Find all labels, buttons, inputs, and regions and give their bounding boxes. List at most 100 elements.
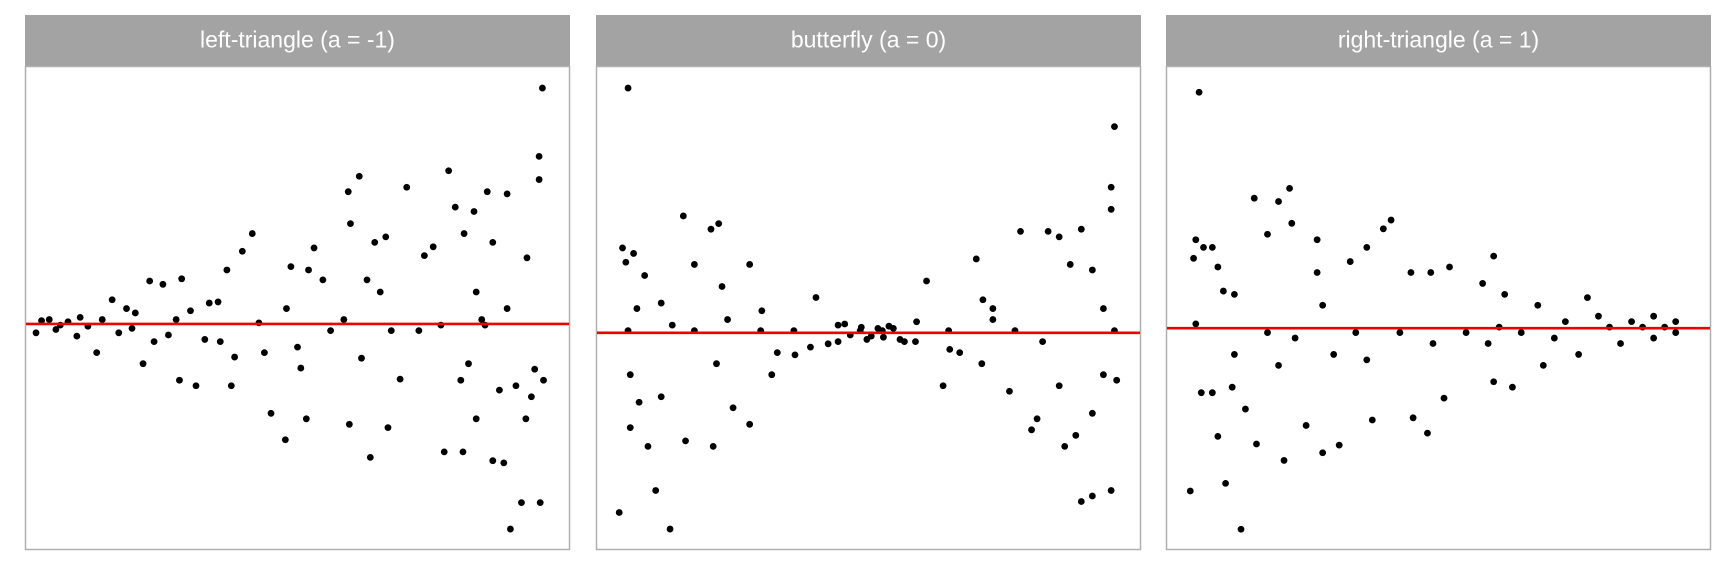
point	[1429, 340, 1437, 347]
point	[768, 371, 776, 379]
point	[1550, 334, 1558, 342]
point	[73, 332, 81, 340]
point	[32, 329, 40, 337]
point	[238, 247, 246, 255]
point	[500, 459, 508, 467]
point	[465, 360, 472, 368]
point	[440, 448, 448, 456]
point	[267, 409, 275, 417]
point	[1490, 378, 1498, 386]
point	[483, 188, 491, 196]
point	[205, 299, 213, 307]
panel	[24, 65, 571, 551]
point	[165, 331, 172, 339]
point	[178, 275, 186, 283]
point	[1484, 340, 1492, 347]
point	[231, 353, 239, 361]
point	[1197, 389, 1205, 397]
point	[415, 327, 423, 335]
point	[1650, 312, 1658, 320]
point	[946, 345, 954, 353]
point	[387, 327, 395, 335]
point	[1111, 123, 1118, 131]
point	[1100, 305, 1107, 312]
point	[384, 424, 392, 432]
point	[1250, 194, 1258, 202]
point	[652, 487, 660, 494]
point	[1061, 442, 1069, 450]
point	[503, 305, 511, 312]
point	[1033, 415, 1041, 423]
panel	[595, 65, 1142, 551]
point	[1113, 376, 1121, 384]
point	[1017, 227, 1024, 235]
point	[115, 329, 123, 337]
point	[1319, 301, 1327, 309]
point	[1088, 409, 1096, 417]
point	[146, 277, 154, 285]
point	[1490, 252, 1498, 260]
point	[128, 324, 136, 332]
point	[1264, 230, 1271, 238]
point	[281, 436, 289, 444]
point	[52, 326, 60, 333]
point	[841, 320, 849, 328]
point	[1313, 269, 1321, 276]
point	[93, 349, 101, 357]
point	[615, 509, 623, 516]
point	[1219, 287, 1227, 295]
point	[227, 382, 235, 390]
point	[622, 258, 630, 266]
point	[1192, 320, 1200, 328]
point	[1214, 263, 1222, 271]
point	[216, 338, 224, 346]
point	[347, 220, 354, 228]
point	[1222, 479, 1229, 487]
point	[1534, 301, 1542, 309]
point	[507, 525, 514, 533]
point	[1650, 334, 1658, 342]
point	[345, 420, 353, 428]
point	[713, 360, 720, 368]
point	[261, 349, 268, 357]
facet-title: right-triangle (a = 1)	[1338, 27, 1539, 53]
point	[729, 404, 737, 412]
point	[1275, 361, 1282, 369]
point	[1072, 431, 1080, 439]
point	[633, 305, 641, 312]
point	[989, 316, 997, 323]
point	[503, 190, 511, 198]
point	[472, 415, 480, 423]
point	[302, 415, 310, 423]
point	[294, 343, 301, 351]
point	[812, 294, 820, 301]
point	[1617, 340, 1624, 347]
point	[382, 233, 390, 241]
point	[223, 266, 231, 274]
point	[150, 338, 158, 346]
point	[1107, 205, 1115, 213]
point	[666, 525, 674, 533]
point	[1088, 492, 1096, 500]
point	[641, 272, 649, 279]
point	[460, 230, 468, 237]
point	[644, 442, 652, 450]
point	[1253, 440, 1260, 448]
point	[123, 305, 130, 312]
point	[187, 307, 194, 315]
point	[1517, 329, 1525, 336]
point	[355, 172, 363, 180]
point	[1288, 219, 1296, 227]
point	[248, 230, 256, 237]
point	[1595, 312, 1602, 320]
point	[159, 280, 167, 288]
point	[896, 336, 904, 343]
point	[1055, 233, 1063, 241]
point	[344, 188, 352, 196]
point	[287, 263, 295, 271]
point	[214, 298, 222, 306]
point	[1427, 269, 1435, 276]
point	[668, 321, 676, 329]
point	[690, 261, 698, 268]
point	[863, 336, 871, 343]
